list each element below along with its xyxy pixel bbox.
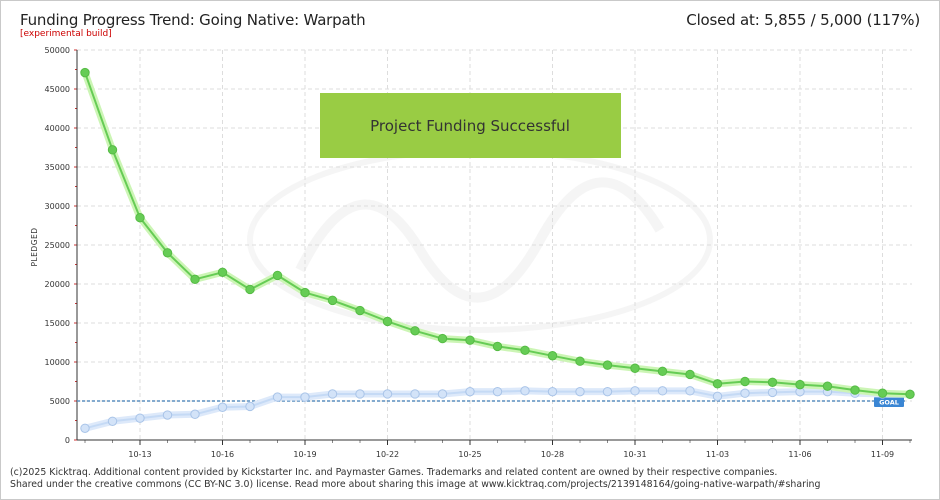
trend-point bbox=[107, 145, 118, 155]
trend-point bbox=[547, 351, 558, 361]
trend-point bbox=[245, 284, 255, 295]
pledged-point bbox=[355, 389, 365, 399]
trend-point bbox=[822, 381, 833, 391]
trend-point bbox=[602, 360, 613, 370]
goal-badge bbox=[874, 397, 904, 407]
trend-point bbox=[135, 213, 145, 223]
x-tick-label: 10-16 bbox=[211, 450, 234, 459]
trend-point bbox=[272, 270, 283, 281]
pledged-point bbox=[685, 386, 695, 396]
y-tick-label: 45000 bbox=[45, 85, 70, 94]
pledged-point bbox=[410, 389, 420, 399]
series-layer bbox=[80, 67, 915, 433]
funding-success-banner: Project Funding Successful bbox=[320, 93, 621, 158]
footer-line-2: Shared under the creative commons (CC BY… bbox=[10, 479, 821, 490]
pledged-point bbox=[437, 389, 448, 399]
y-tick-label: 35000 bbox=[45, 163, 70, 172]
pledged-point bbox=[217, 402, 228, 412]
x-tick-label: 11-03 bbox=[706, 450, 729, 459]
trend-point bbox=[685, 369, 695, 380]
trend-point bbox=[657, 366, 668, 377]
trend-point bbox=[355, 305, 365, 316]
pledged-point bbox=[245, 401, 255, 412]
pledged-point bbox=[520, 386, 530, 396]
trend-point bbox=[327, 295, 338, 306]
pledged-point bbox=[547, 386, 558, 397]
x-tick-label: 10-25 bbox=[458, 450, 481, 459]
y-axis-label: PLEDGED bbox=[30, 227, 39, 266]
trend-point bbox=[795, 379, 805, 390]
pledged-point bbox=[767, 387, 778, 398]
pledged-point bbox=[327, 389, 338, 399]
pledged-point bbox=[382, 389, 393, 399]
x-tick-label: 11-09 bbox=[871, 450, 894, 459]
x-tick-label: 11-06 bbox=[788, 450, 811, 459]
pledged-point bbox=[630, 386, 640, 396]
pledged-point bbox=[575, 386, 585, 397]
banner-text: Project Funding Successful bbox=[370, 117, 570, 135]
closed-value: 5,855 / 5,000 (117%) bbox=[764, 11, 920, 29]
trend-point bbox=[877, 388, 888, 398]
trend-point bbox=[190, 274, 200, 285]
pledged-point bbox=[300, 392, 310, 402]
trend-point bbox=[905, 389, 915, 400]
y-tick-label: 0 bbox=[65, 436, 70, 445]
trend-point bbox=[712, 379, 723, 389]
pledged-point bbox=[107, 416, 118, 426]
chart-axes: 0 5000 10000 15000 20000 25000 30000 35000 40000… bbox=[45, 46, 912, 459]
x-tick-label: 10-31 bbox=[623, 450, 646, 459]
trend-point bbox=[630, 363, 640, 373]
trend-point bbox=[575, 356, 585, 366]
y-tick-label: 5000 bbox=[50, 397, 70, 406]
kicktraq-watermark bbox=[247, 147, 713, 333]
y-tick-label: 25000 bbox=[45, 241, 70, 250]
x-tick-label: 10-13 bbox=[128, 450, 151, 459]
trend-point bbox=[382, 316, 393, 327]
pledged-point bbox=[190, 409, 200, 419]
pledged-point bbox=[465, 386, 475, 397]
pledged-point bbox=[492, 386, 503, 397]
x-tick-label: 10-22 bbox=[376, 450, 399, 459]
trend-point bbox=[300, 287, 310, 298]
trend-point bbox=[492, 341, 503, 352]
pledged-series-glow bbox=[81, 387, 914, 432]
trend-point bbox=[465, 335, 475, 345]
trend-point bbox=[850, 385, 860, 395]
page-title: Funding Progress Trend: Going Native: Wa… bbox=[20, 11, 366, 29]
footer-credits: (c)2025 Kicktraq. Additional content pro… bbox=[10, 467, 820, 491]
x-tick-label: 10-28 bbox=[541, 450, 564, 459]
trend-point bbox=[740, 376, 750, 387]
y-tick-label: 10000 bbox=[45, 358, 70, 367]
trend-point bbox=[217, 267, 228, 277]
pledged-point bbox=[740, 388, 750, 398]
pledged-point bbox=[712, 391, 723, 402]
y-tick-label: 15000 bbox=[45, 319, 70, 328]
pledged-point bbox=[657, 386, 668, 396]
trend-point bbox=[162, 248, 173, 258]
footer-line-1: (c)2025 Kicktraq. Additional content pro… bbox=[10, 467, 778, 478]
closed-label: Closed at: bbox=[686, 11, 760, 29]
y-tick-label: 30000 bbox=[45, 202, 70, 211]
pledged-point bbox=[135, 413, 145, 423]
y-tick-label: 50000 bbox=[45, 46, 70, 55]
x-tick-label: 10-19 bbox=[293, 450, 316, 459]
banner-background bbox=[320, 93, 621, 158]
trend-point bbox=[437, 333, 448, 344]
trend-point bbox=[520, 345, 530, 355]
pledged-point bbox=[80, 423, 90, 433]
goal-layer: GOAL bbox=[77, 397, 906, 407]
pledged-point bbox=[602, 386, 613, 397]
trend-point bbox=[410, 326, 420, 336]
trend-point bbox=[80, 67, 90, 78]
trend-point bbox=[767, 377, 778, 387]
closed-at-summary: Closed at: 5,855 / 5,000 (117%) bbox=[686, 11, 920, 29]
pledged-point bbox=[162, 410, 173, 420]
pledged-point bbox=[272, 392, 283, 402]
build-note: [experimental build] bbox=[20, 29, 112, 39]
y-tick-label: 40000 bbox=[45, 124, 70, 133]
y-tick-label: 20000 bbox=[45, 280, 70, 289]
goal-label: GOAL bbox=[879, 399, 899, 407]
